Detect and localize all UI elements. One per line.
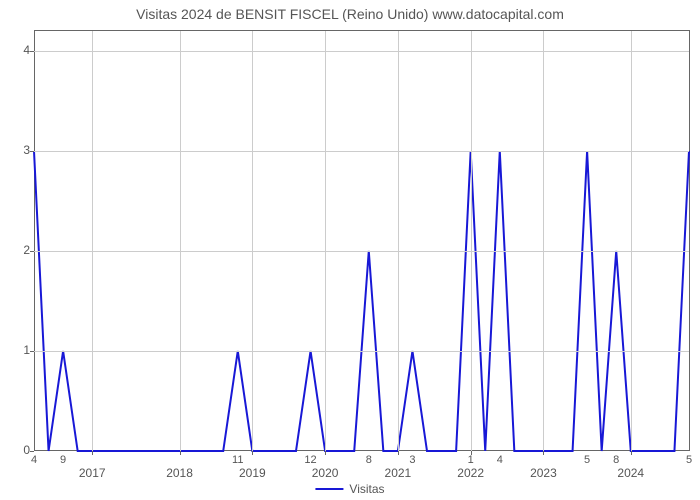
gridline-v [180,31,181,451]
gridline-v [398,31,399,451]
xtick-year-label: 2018 [166,466,193,480]
xtick-mark [398,451,399,455]
plot-area [34,30,690,451]
ytick-mark [30,151,34,152]
line-series [34,31,689,451]
xtick-year-label: 2023 [530,466,557,480]
xtick-sublabel: 1 [468,454,474,466]
xtick-mark [543,451,544,455]
gridline-v [252,31,253,451]
xtick-mark [252,451,253,455]
gridline-v [92,31,93,451]
xtick-mark [631,451,632,455]
gridline-v [325,31,326,451]
gridline-h [34,51,689,52]
series-line [34,151,689,451]
gridline-v [631,31,632,451]
xtick-year-label: 2021 [385,466,412,480]
xtick-sublabel: 12 [304,454,316,466]
gridline-h [34,151,689,152]
xtick-sublabel: 4 [497,454,503,466]
gridline-v [543,31,544,451]
xtick-sublabel: 11 [232,454,243,466]
ytick-label: 2 [6,243,30,257]
xtick-year-label: 2020 [312,466,339,480]
xtick-sublabel: 8 [613,454,619,466]
ytick-mark [30,451,34,452]
xtick-mark [180,451,181,455]
xtick-sublabel: 9 [60,454,66,466]
ytick-mark [30,251,34,252]
xtick-year-label: 2024 [617,466,644,480]
gridline-h [34,251,689,252]
legend-label: Visitas [349,482,384,496]
ytick-mark [30,351,34,352]
xtick-sublabel: 5 [686,454,692,466]
xtick-sublabel: 8 [366,454,372,466]
legend: Visitas [315,482,384,496]
gridline-v [471,31,472,451]
chart-container: Visitas 2024 de BENSIT FISCEL (Reino Uni… [0,0,700,500]
xtick-mark [92,451,93,455]
xtick-sublabel: 3 [409,454,415,466]
ytick-mark [30,51,34,52]
ytick-label: 1 [6,343,30,357]
gridline-h [34,351,689,352]
xtick-sublabel: 5 [584,454,590,466]
xtick-mark [325,451,326,455]
xtick-year-label: 2022 [457,466,484,480]
xtick-year-label: 2019 [239,466,266,480]
ytick-label: 0 [6,443,30,457]
chart-title: Visitas 2024 de BENSIT FISCEL (Reino Uni… [0,0,700,22]
ytick-label: 4 [6,43,30,57]
xtick-year-label: 2017 [79,466,106,480]
legend-swatch [315,488,343,490]
ytick-label: 3 [6,143,30,157]
xtick-sublabel: 4 [31,454,37,466]
